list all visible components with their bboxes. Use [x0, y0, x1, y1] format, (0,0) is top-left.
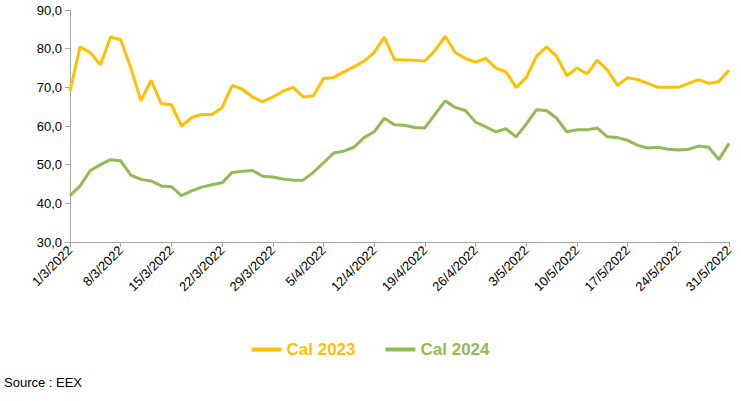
svg-text:8/3/2022: 8/3/2022 — [80, 243, 126, 289]
svg-text:12/4/2022: 12/4/2022 — [328, 243, 379, 294]
svg-text:10/5/2022: 10/5/2022 — [531, 243, 582, 294]
svg-text:5/4/2022: 5/4/2022 — [282, 243, 328, 289]
svg-text:15/3/2022: 15/3/2022 — [125, 243, 176, 294]
svg-text:26/4/2022: 26/4/2022 — [429, 243, 480, 294]
svg-text:24/5/2022: 24/5/2022 — [632, 243, 683, 294]
svg-text:19/4/2022: 19/4/2022 — [379, 243, 430, 294]
svg-text:22/3/2022: 22/3/2022 — [176, 243, 227, 294]
svg-text:29/3/2022: 29/3/2022 — [227, 243, 278, 294]
svg-text:70,0: 70,0 — [37, 80, 62, 95]
svg-text:Source : EEX: Source : EEX — [4, 375, 82, 390]
svg-text:1/3/2022: 1/3/2022 — [29, 243, 75, 289]
svg-text:3/5/2022: 3/5/2022 — [485, 243, 531, 289]
svg-text:40,0: 40,0 — [37, 196, 62, 211]
svg-text:60,0: 60,0 — [37, 119, 62, 134]
svg-text:50,0: 50,0 — [37, 157, 62, 172]
svg-text:90,0: 90,0 — [37, 3, 62, 18]
svg-text:Cal 2023: Cal 2023 — [287, 340, 356, 359]
svg-text:31/5/2022: 31/5/2022 — [683, 243, 734, 294]
svg-text:80,0: 80,0 — [37, 41, 62, 56]
svg-text:Cal 2024: Cal 2024 — [421, 340, 491, 359]
svg-text:17/5/2022: 17/5/2022 — [581, 243, 632, 294]
svg-text:30,0: 30,0 — [37, 235, 62, 250]
